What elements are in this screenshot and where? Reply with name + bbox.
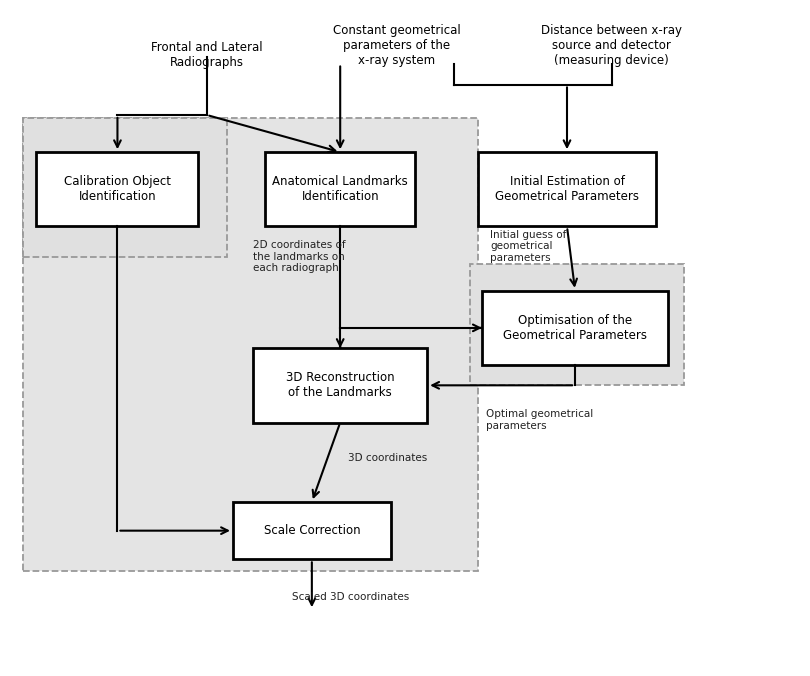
FancyBboxPatch shape xyxy=(482,291,668,365)
Text: Initial guess of
geometrical
parameters: Initial guess of geometrical parameters xyxy=(490,230,566,263)
Text: 3D coordinates: 3D coordinates xyxy=(348,453,428,463)
FancyBboxPatch shape xyxy=(266,152,415,226)
FancyBboxPatch shape xyxy=(253,348,428,422)
FancyBboxPatch shape xyxy=(470,264,684,385)
Text: 2D coordinates of
the landmarks on
each radiograph: 2D coordinates of the landmarks on each … xyxy=(253,240,345,273)
Text: Anatomical Landmarks
Identification: Anatomical Landmarks Identification xyxy=(272,175,408,203)
Text: 3D Reconstruction
of the Landmarks: 3D Reconstruction of the Landmarks xyxy=(286,371,394,400)
Text: Calibration Object
Identification: Calibration Object Identification xyxy=(64,175,171,203)
FancyBboxPatch shape xyxy=(23,118,478,571)
Text: Distance between x-ray
source and detector
(measuring device): Distance between x-ray source and detect… xyxy=(541,24,682,67)
FancyBboxPatch shape xyxy=(478,152,656,226)
Text: Scale Correction: Scale Correction xyxy=(263,524,360,537)
FancyBboxPatch shape xyxy=(36,152,198,226)
Text: Optimisation of the
Geometrical Parameters: Optimisation of the Geometrical Paramete… xyxy=(503,314,647,342)
FancyBboxPatch shape xyxy=(23,118,227,257)
Text: Initial Estimation of
Geometrical Parameters: Initial Estimation of Geometrical Parame… xyxy=(495,175,639,203)
Text: Constant geometrical
parameters of the
x-ray system: Constant geometrical parameters of the x… xyxy=(333,24,461,67)
FancyBboxPatch shape xyxy=(233,502,390,560)
Text: Optimal geometrical
parameters: Optimal geometrical parameters xyxy=(486,409,593,431)
Text: Frontal and Lateral
Radiographs: Frontal and Lateral Radiographs xyxy=(151,41,262,68)
Text: Scaled 3D coordinates: Scaled 3D coordinates xyxy=(292,592,409,602)
